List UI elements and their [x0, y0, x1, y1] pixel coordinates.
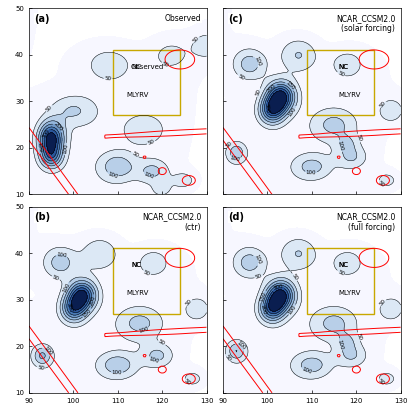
- Text: MLYRV: MLYRV: [338, 290, 361, 296]
- Text: 100: 100: [138, 326, 150, 334]
- Text: 100: 100: [287, 106, 298, 117]
- Text: 100: 100: [229, 155, 241, 163]
- Text: 100: 100: [62, 143, 69, 155]
- Text: 50: 50: [378, 100, 387, 109]
- Text: 50: 50: [255, 273, 263, 280]
- Text: 50: 50: [161, 61, 170, 68]
- Text: 50: 50: [377, 378, 385, 386]
- Text: 100: 100: [235, 341, 247, 351]
- Text: MLYRV: MLYRV: [127, 92, 149, 98]
- Text: 50: 50: [223, 354, 232, 362]
- Text: 50: 50: [377, 180, 385, 188]
- Text: NC: NC: [338, 64, 349, 70]
- Text: 50: 50: [157, 339, 166, 347]
- Text: NCAR_CCSM2.0
(ctr): NCAR_CCSM2.0 (ctr): [142, 212, 201, 232]
- Text: 300: 300: [65, 302, 73, 313]
- Text: 100: 100: [253, 254, 262, 266]
- Text: Observed: Observed: [131, 64, 164, 70]
- Text: 100: 100: [149, 356, 160, 364]
- Text: 100: 100: [337, 339, 344, 350]
- Text: 100: 100: [112, 370, 122, 376]
- Text: 300: 300: [263, 103, 269, 114]
- Text: 50: 50: [52, 274, 60, 282]
- Text: 50: 50: [291, 273, 299, 281]
- Text: 50: 50: [147, 139, 155, 146]
- Text: (a): (a): [34, 14, 50, 23]
- Text: 50: 50: [104, 76, 112, 82]
- Text: 50: 50: [337, 71, 345, 78]
- Text: 100: 100: [142, 171, 154, 180]
- Text: Observed: Observed: [164, 14, 201, 23]
- Text: 200: 200: [89, 295, 97, 306]
- Text: 100: 100: [56, 252, 67, 258]
- Text: 300: 300: [273, 284, 284, 291]
- Text: NC: NC: [131, 262, 141, 268]
- Text: 50: 50: [337, 269, 345, 277]
- Text: NCAR_CCSM2.0
(full forcing): NCAR_CCSM2.0 (full forcing): [336, 212, 395, 232]
- Text: 100: 100: [306, 170, 316, 176]
- Text: 200: 200: [266, 83, 278, 93]
- Bar: [307, 50, 374, 115]
- Text: 200: 200: [53, 122, 64, 132]
- Text: 150: 150: [36, 142, 42, 153]
- Text: 50: 50: [355, 333, 362, 341]
- Text: 200: 200: [259, 304, 267, 315]
- Text: NC: NC: [131, 262, 141, 268]
- Text: 100: 100: [337, 140, 344, 151]
- Text: 50: 50: [192, 36, 200, 44]
- Text: 150: 150: [259, 290, 268, 302]
- Text: (b): (b): [34, 212, 50, 222]
- Text: 100: 100: [62, 282, 71, 293]
- Text: (c): (c): [228, 14, 243, 23]
- Text: 50: 50: [183, 378, 191, 386]
- Text: NCAR_CCSM2.0
(solar forcing): NCAR_CCSM2.0 (solar forcing): [336, 14, 395, 33]
- Text: 50: 50: [355, 134, 362, 142]
- Text: 100: 100: [301, 367, 312, 375]
- Text: (d): (d): [228, 212, 244, 222]
- Text: NC: NC: [338, 262, 349, 268]
- Text: 100: 100: [107, 171, 118, 179]
- Text: 100: 100: [43, 345, 53, 356]
- Text: 50: 50: [378, 298, 387, 307]
- Text: 100: 100: [253, 55, 262, 67]
- Text: NC: NC: [338, 64, 349, 70]
- Bar: [307, 248, 374, 313]
- Text: 50: 50: [184, 298, 193, 307]
- Text: 100: 100: [287, 304, 297, 315]
- Text: 50: 50: [237, 73, 245, 81]
- Text: 50: 50: [255, 88, 262, 97]
- Bar: [113, 248, 180, 313]
- Text: 150: 150: [82, 308, 93, 319]
- Text: 50: 50: [45, 104, 53, 113]
- Text: MLYRV: MLYRV: [127, 290, 149, 296]
- Text: 150: 150: [285, 80, 296, 91]
- Text: 50: 50: [131, 151, 139, 158]
- Text: 50: 50: [37, 365, 45, 371]
- Text: 50: 50: [142, 269, 151, 277]
- Bar: [113, 50, 180, 115]
- Text: MLYRV: MLYRV: [338, 92, 361, 98]
- Text: 50: 50: [225, 140, 234, 149]
- Text: NC: NC: [131, 64, 141, 70]
- Text: NC: NC: [338, 262, 349, 268]
- Text: 300: 300: [41, 128, 51, 139]
